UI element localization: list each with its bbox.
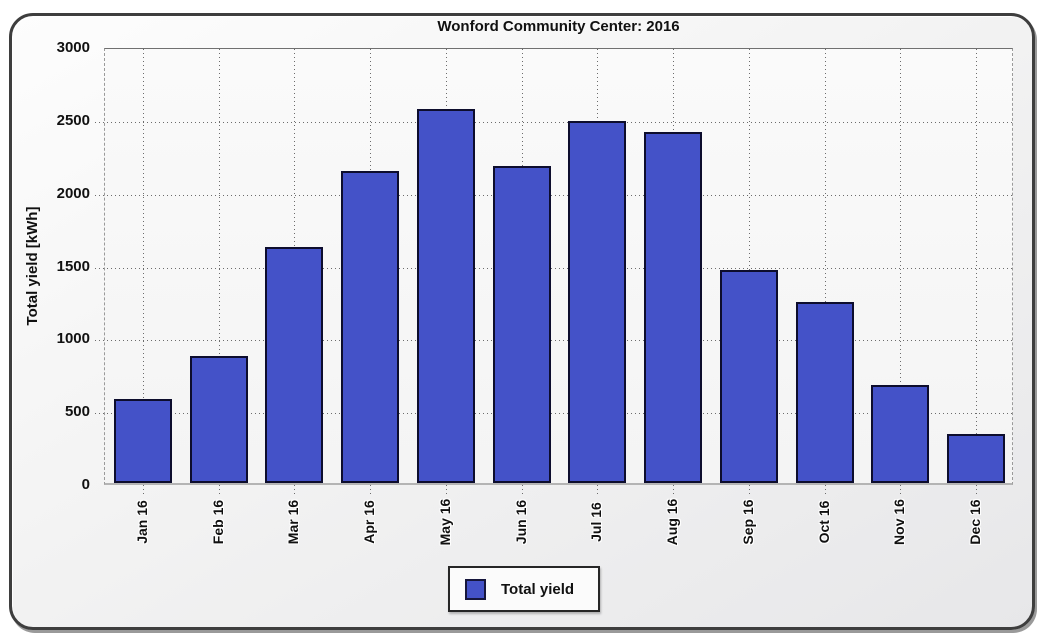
x-tick-label: Sep 16	[739, 499, 756, 545]
gridline-vertical	[976, 49, 978, 494]
x-tick-label: Aug 16	[664, 498, 681, 546]
gridline-horizontal	[95, 194, 1012, 196]
x-tick-label: May 16	[436, 498, 453, 546]
bar-jul-16	[568, 121, 627, 483]
bar-may-16	[416, 109, 475, 483]
y-tick-label: 1500	[56, 257, 90, 275]
x-tick-label: Nov 16	[891, 499, 908, 545]
bar-sep-16	[719, 269, 778, 483]
x-tick-label: Oct 16	[815, 500, 832, 544]
x-tick-label: Jul 16	[588, 502, 605, 542]
y-tick-label: 3000	[56, 39, 90, 56]
legend-swatch-icon	[465, 578, 486, 600]
gridline-horizontal	[95, 267, 1012, 269]
y-tick-label: 1000	[56, 330, 90, 348]
bar-mar-16	[265, 247, 324, 483]
x-tick-label: Apr 16	[361, 500, 378, 544]
x-tick-label: Jan 16	[133, 500, 150, 544]
y-tick-label: 2000	[56, 184, 90, 202]
plot-area	[95, 48, 1013, 494]
legend-label: Total yield	[501, 580, 575, 598]
y-tick-label: 2500	[56, 111, 90, 129]
x-tick-label: Dec 16	[967, 499, 984, 545]
x-tick-label: Feb 16	[209, 499, 226, 545]
bar-oct-16	[795, 301, 854, 483]
gridline-vertical	[900, 49, 902, 494]
gridline-vertical	[824, 49, 826, 494]
bar-jun-16	[492, 166, 551, 483]
gridline-horizontal	[95, 413, 1012, 415]
y-tick-label: 0	[81, 476, 90, 493]
gridline-horizontal	[95, 121, 1012, 123]
gridline-horizontal	[95, 340, 1012, 342]
x-tick-label: Mar 16	[285, 499, 302, 545]
bar-nov-16	[871, 384, 930, 483]
gridline-vertical	[142, 49, 144, 494]
gridline-vertical	[218, 49, 220, 494]
bar-feb-16	[189, 355, 248, 483]
bar-dec-16	[947, 434, 1006, 483]
bar-apr-16	[341, 171, 400, 483]
bar-jan-16	[113, 399, 172, 483]
legend: Total yield	[448, 566, 601, 612]
x-tick-label: Jun 16	[512, 499, 529, 545]
y-tick-label: 500	[64, 403, 90, 421]
chart-title: Wonford Community Center: 2016	[437, 18, 680, 35]
bar-aug-16	[644, 131, 703, 483]
